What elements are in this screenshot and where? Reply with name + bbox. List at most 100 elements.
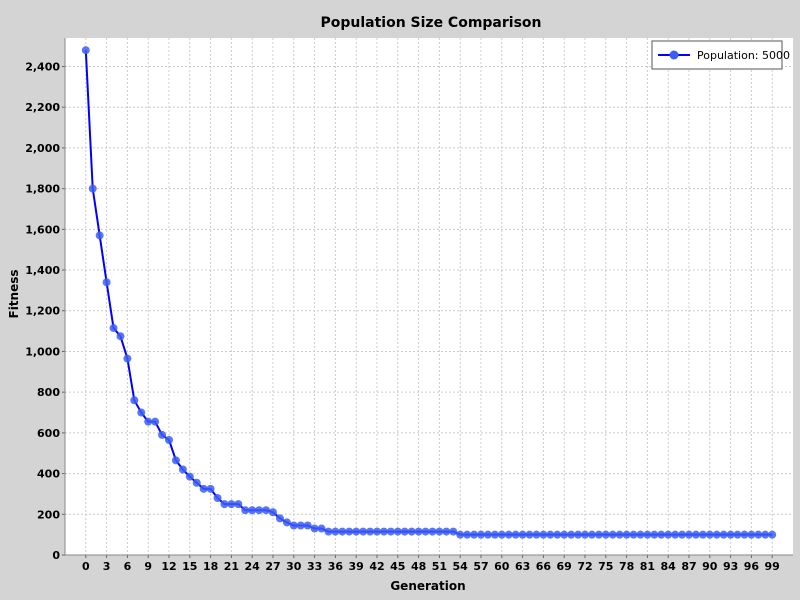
x-tick-label: 90 <box>702 560 718 573</box>
data-point <box>636 530 645 539</box>
data-point <box>657 530 666 539</box>
data-point <box>740 530 749 539</box>
y-tick-label: 1,800 <box>25 183 60 196</box>
data-point <box>608 530 617 539</box>
x-tick-label: 15 <box>182 560 197 573</box>
data-point <box>373 527 381 536</box>
data-point <box>629 530 638 539</box>
data-point <box>691 530 700 539</box>
data-point <box>622 530 631 539</box>
x-tick-label: 57 <box>473 560 488 573</box>
data-point <box>414 527 423 536</box>
data-point <box>289 521 298 530</box>
y-tick-label: 400 <box>37 468 60 481</box>
x-tick-label: 72 <box>577 560 592 573</box>
data-point <box>435 527 444 536</box>
x-tick-label: 63 <box>515 560 530 573</box>
x-tick-label: 30 <box>286 560 302 573</box>
data-point <box>220 500 229 509</box>
legend: Population: 5000 <box>651 40 790 70</box>
data-point <box>574 530 583 539</box>
data-point <box>338 527 347 536</box>
data-point <box>386 527 395 536</box>
data-point <box>171 456 180 465</box>
x-tick-label: 54 <box>453 560 469 573</box>
data-point <box>345 527 354 536</box>
x-tick-label: 42 <box>369 560 384 573</box>
data-point <box>456 530 465 539</box>
y-tick-label: 1,600 <box>25 223 60 236</box>
x-tick-label: 39 <box>349 560 364 573</box>
data-point <box>490 530 499 539</box>
data-point <box>525 530 534 539</box>
x-tick-label: 81 <box>640 560 655 573</box>
data-point <box>449 527 458 536</box>
data-point <box>123 354 132 363</box>
x-tick-label: 3 <box>103 560 111 573</box>
series-layer <box>81 46 777 539</box>
data-point <box>269 508 277 517</box>
x-tick-label: 93 <box>723 560 738 573</box>
data-point <box>324 527 333 536</box>
data-point <box>553 530 562 539</box>
y-tick-label: 1,200 <box>25 305 60 318</box>
x-tick-label: 6 <box>124 560 132 573</box>
data-point <box>317 524 326 533</box>
data-point <box>726 530 735 539</box>
data-point <box>587 530 596 539</box>
y-tick-label: 200 <box>37 508 60 521</box>
data-point <box>81 46 90 55</box>
x-tick-label: 33 <box>307 560 322 573</box>
data-point <box>185 472 194 481</box>
data-point <box>275 514 284 523</box>
data-point <box>144 417 153 426</box>
y-tick-label: 600 <box>37 427 60 440</box>
data-point <box>664 530 673 539</box>
data-point <box>192 478 201 487</box>
data-point <box>719 530 728 539</box>
y-tick-label: 2,000 <box>25 142 60 155</box>
data-point <box>213 494 222 503</box>
data-point <box>331 527 340 536</box>
data-point <box>581 530 589 539</box>
data-point <box>615 530 624 539</box>
data-point <box>594 530 603 539</box>
data-point <box>705 530 714 539</box>
x-tick-label: 99 <box>765 560 780 573</box>
y-tick-label: 1,000 <box>25 345 60 358</box>
x-tick-label: 27 <box>265 560 280 573</box>
data-point <box>643 530 652 539</box>
x-tick-label: 69 <box>557 560 572 573</box>
data-point <box>206 484 215 493</box>
data-point <box>241 506 250 515</box>
data-point <box>248 506 257 515</box>
data-point <box>685 530 693 539</box>
data-point <box>428 527 437 536</box>
data-point <box>477 530 485 539</box>
data-point <box>130 396 139 405</box>
data-point <box>463 530 472 539</box>
data-point <box>539 530 548 539</box>
data-point <box>199 484 208 493</box>
data-point <box>560 530 569 539</box>
data-point <box>650 530 659 539</box>
data-point <box>761 530 770 539</box>
axes <box>62 38 793 558</box>
data-point <box>366 527 375 536</box>
x-tick-label: 48 <box>411 560 426 573</box>
data-point <box>518 530 527 539</box>
plot-area <box>65 38 793 555</box>
y-axis-label: Fitness <box>7 269 21 318</box>
data-point <box>296 521 305 530</box>
data-point <box>88 184 97 193</box>
data-point <box>483 530 492 539</box>
data-point <box>165 435 173 444</box>
data-point <box>151 417 160 426</box>
x-tick-label: 24 <box>245 560 261 573</box>
x-tick-label: 60 <box>494 560 510 573</box>
data-point <box>303 521 312 530</box>
data-point <box>712 530 721 539</box>
data-point <box>393 527 402 536</box>
y-tick-label: 2,200 <box>25 101 60 114</box>
